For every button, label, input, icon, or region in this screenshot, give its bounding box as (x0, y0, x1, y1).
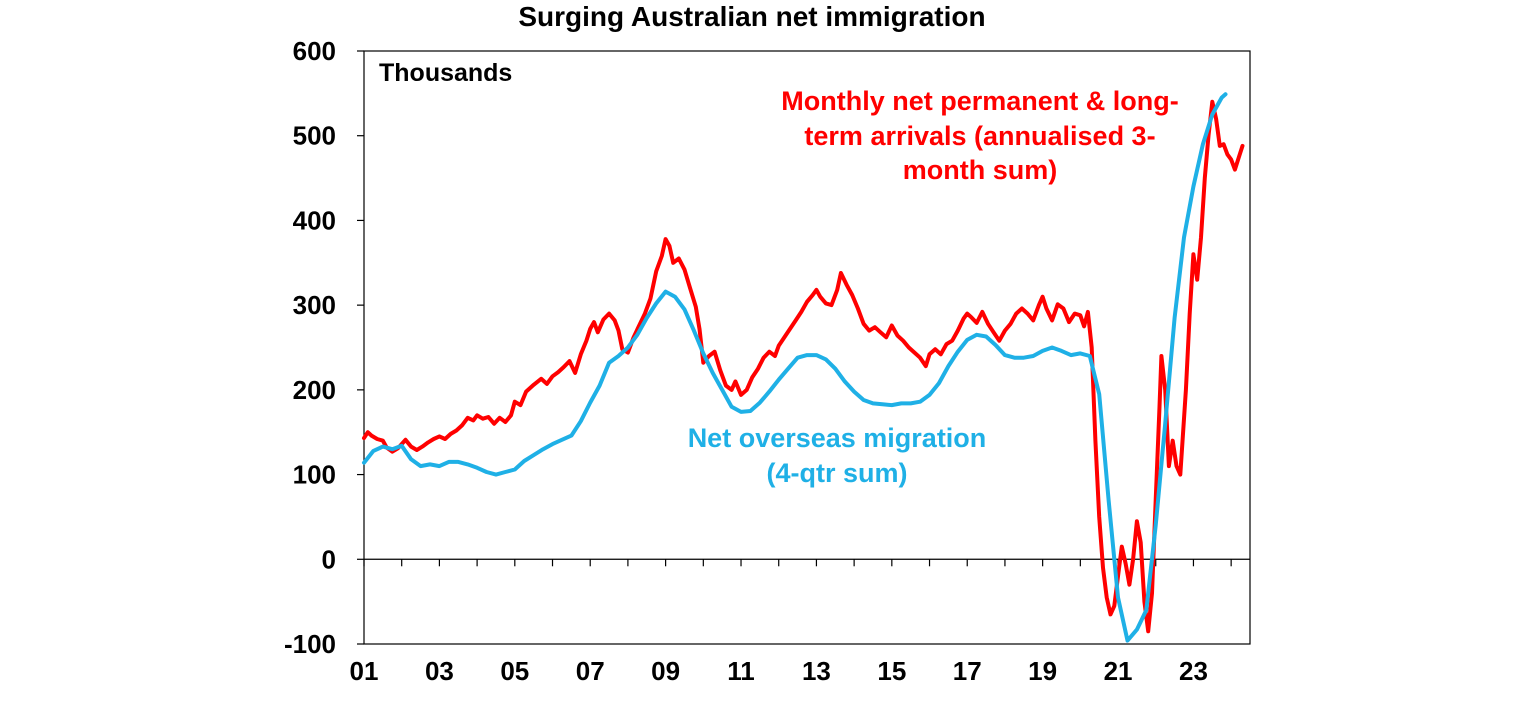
x-tick-label: 13 (802, 656, 831, 686)
x-tick-label: 03 (425, 656, 454, 686)
y-tick-label: 500 (293, 121, 336, 151)
y-tick-label: 300 (293, 290, 336, 320)
x-tick-label: 11 (727, 656, 755, 686)
x-tick-label: 15 (877, 656, 906, 686)
series-label-nom-line-2: (4-qtr sum) (767, 458, 908, 488)
y-tick-label: 400 (293, 205, 336, 235)
y-tick-label: 0 (322, 544, 336, 574)
chart-title: Surging Australian net immigration (518, 1, 985, 32)
x-tick-label: 19 (1028, 656, 1057, 686)
series-lines (362, 92, 1245, 643)
series-label-monthly-arrivals: Monthly net permanent & long- term arriv… (781, 86, 1179, 185)
series-label-net-overseas-migration: Net overseas migration (4-qtr sum) (688, 423, 987, 488)
series-line-monthly-arrivals (362, 99, 1245, 634)
x-tick-label: 17 (953, 656, 982, 686)
y-tick-label: 200 (293, 375, 336, 405)
y-tick-label: 100 (293, 460, 336, 490)
x-tick-label: 01 (350, 656, 379, 686)
unit-label: Thousands (379, 59, 512, 87)
y-tick-label: 600 (293, 36, 336, 66)
series-label-monthly-line-2: term arrivals (annualised 3- (804, 121, 1155, 151)
y-tick-label: -100 (284, 629, 336, 659)
x-tick-label: 23 (1179, 656, 1208, 686)
x-tick-label: 05 (500, 656, 529, 686)
series-label-monthly-line-3: month sum) (903, 155, 1058, 185)
x-tick-label: 07 (576, 656, 605, 686)
series-line-net-overseas-migration (362, 92, 1228, 643)
x-axis: 01 03 05 07 09 11 13 15 17 19 21 23 (350, 558, 1250, 686)
x-tick-label: 21 (1104, 656, 1133, 686)
y-axis: -100 0 100 200 300 400 500 600 (284, 36, 364, 659)
x-tick-label: 09 (651, 656, 680, 686)
series-label-nom-line-1: Net overseas migration (688, 423, 987, 453)
series-label-monthly-line-1: Monthly net permanent & long- (781, 86, 1179, 116)
